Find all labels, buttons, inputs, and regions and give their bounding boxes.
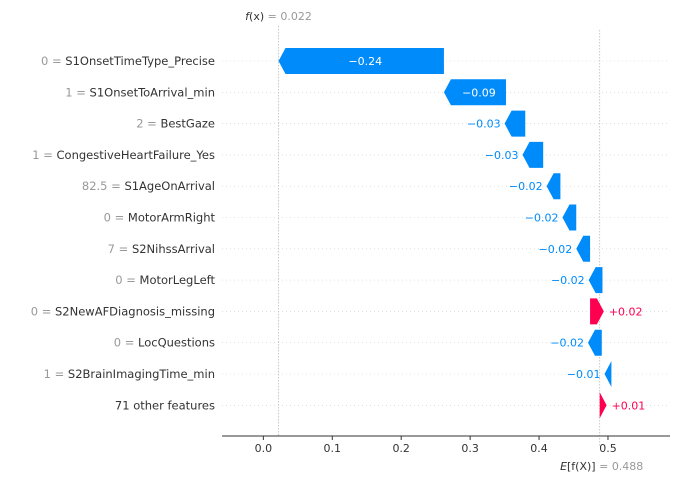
feature-name: 71 other features [115,398,215,412]
feature-labels: 0 = S1OnsetTimeType_Precise 1 = S1OnsetTo… [31,54,216,412]
fx-value: 0.022 [280,10,312,23]
efx-label-main: E [560,460,567,473]
fx-label: f(x) = 0.022 [245,10,312,23]
contribution-label: −0.24 [348,55,382,68]
contribution-bar [443,79,506,106]
feature-label: 0 = S1OnsetTimeType_Precise [41,54,215,68]
contribution-label: −0.09 [462,86,496,99]
contribution-bar [604,361,612,387]
efx-label-arg: [f(X)] [567,460,596,473]
x-tick-label: 0.0 [255,442,273,455]
feature-value: 1 = [44,367,68,381]
feature-value: 0 = [104,211,128,225]
feature-value: 1 = [65,85,89,99]
contribution-label: −0.01 [567,368,601,381]
feature-label: 7 = S2NihssArrival [108,242,215,256]
contribution-bar [587,329,602,356]
contribution-label: −0.03 [467,118,501,131]
feature-label: 82.5 = S1AgeOnArrival [82,179,215,193]
feature-value: 0 = [115,273,139,287]
feature-label: 1 = S1OnsetToArrival_min [65,85,215,99]
feature-label: 1 = CongestiveHeartFailure_Yes [32,148,215,162]
feature-name: S1OnsetTimeType_Precise [65,54,215,68]
x-tick-label: 0.3 [461,442,479,455]
feature-label: 0 = LocQuestions [114,336,215,350]
contribution-label: −0.02 [539,243,573,256]
feature-value: 1 = [32,148,56,162]
fx-label-arg: (x) [249,10,264,23]
feature-label: 71 other features [115,398,215,412]
efx-label-sep: = [596,460,612,473]
contribution-label: −0.02 [550,337,584,350]
contribution-bar [562,204,577,231]
fx-label-sep: = [264,10,280,23]
contribution-label: +0.02 [609,305,643,318]
feature-name: LocQuestions [138,336,215,350]
feature-label: 1 = S2BrainImagingTime_min [44,367,215,381]
contribution-bar [599,392,607,419]
contribution-label: −0.03 [485,149,519,162]
contribution-label: −0.02 [509,180,543,193]
contribution-bar [504,110,526,137]
efx-value: 0.488 [612,460,644,473]
feature-name: MotorArmRight [128,211,216,225]
fx-label-main: f [245,10,251,23]
feature-label: 0 = MotorLegLeft [115,273,215,287]
contribution-bar [576,235,591,262]
feature-label: 2 = BestGaze [136,117,215,131]
feature-name: CongestiveHeartFailure_Yes [57,148,215,162]
contribution-bar [588,267,603,294]
contribution-label: −0.02 [525,212,559,225]
reference-lines [278,26,601,446]
contribution-bar [278,48,444,74]
feature-value: 82.5 = [82,179,125,193]
efx-label: E[f(X)] = 0.488 [560,460,643,473]
feature-name: BestGaze [160,117,215,131]
x-tick-label: 0.2 [392,442,410,455]
feature-name: S2BrainImagingTime_min [68,367,215,381]
contribution-bar [590,298,604,325]
x-axis: 0.0 0.1 0.2 0.3 0.4 0.5 [222,435,670,455]
contribution-label: +0.01 [612,399,646,412]
contribution-bars: −0.24 −0.09 −0.03 −0.03 −0.02 −0.02 −0.02 −0.02… [278,48,646,419]
feature-name: S1OnsetToArrival_min [90,85,215,99]
contribution-bar [522,141,544,168]
feature-label: 0 = S2NewAFDiagnosis_missing [31,304,215,318]
feature-name: MotorLegLeft [140,273,216,287]
feature-name: S2NewAFDiagnosis_missing [55,304,215,318]
feature-value: 7 = [108,242,132,256]
contribution-label: −0.02 [551,274,585,287]
x-tick-label: 0.5 [599,442,617,455]
feature-name: S1AgeOnArrival [124,179,215,193]
feature-value: 0 = [114,336,138,350]
x-tick-label: 0.1 [324,442,342,455]
feature-name: S2NihssArrival [132,242,215,256]
x-tick-label: 0.4 [530,442,548,455]
feature-value: 2 = [136,117,160,131]
contribution-bar [546,173,561,200]
feature-value: 0 = [41,54,65,68]
row-gridlines [222,60,670,406]
feature-value: 0 = [31,304,55,318]
feature-label: 0 = MotorArmRight [104,211,216,225]
